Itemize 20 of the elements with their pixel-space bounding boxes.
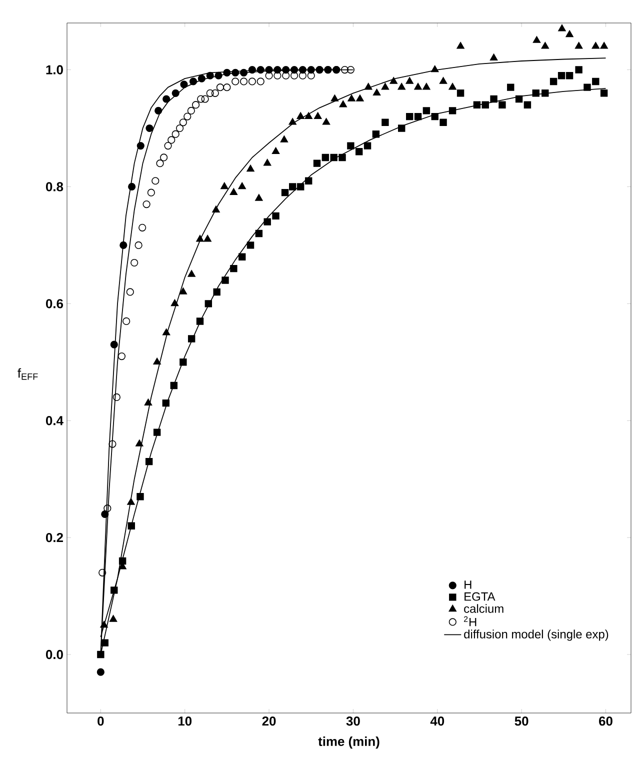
legend-label: calcium	[464, 604, 504, 613]
x-tick-label: 30	[346, 716, 360, 726]
y-tick-label: 0.0	[46, 650, 63, 660]
y-tick-label: 0.6	[46, 299, 64, 308]
legend-label: EGTA	[464, 592, 496, 601]
x-tick-label: 60	[599, 716, 612, 726]
x-axis-title: time (min)	[318, 736, 380, 749]
x-tick-label: 40	[430, 716, 444, 726]
legend-label: H	[464, 580, 472, 589]
legend-label: diffusion model (single exp)	[464, 630, 608, 641]
x-tick-label: 20	[262, 716, 276, 726]
x-tick-label: 50	[514, 716, 528, 726]
y-tick-label: 0.2	[46, 532, 63, 542]
x-tick-label: 10	[178, 716, 192, 726]
legend-label: $^{2}$H	[464, 616, 476, 626]
y-axis-title: f$_{EFF}$	[18, 368, 38, 380]
x-tick-label: 0	[98, 716, 104, 726]
y-tick-label: 0.8	[46, 182, 64, 192]
y-tick-label: 1.0	[46, 65, 63, 74]
y-tick-label: 0.4	[46, 416, 64, 426]
